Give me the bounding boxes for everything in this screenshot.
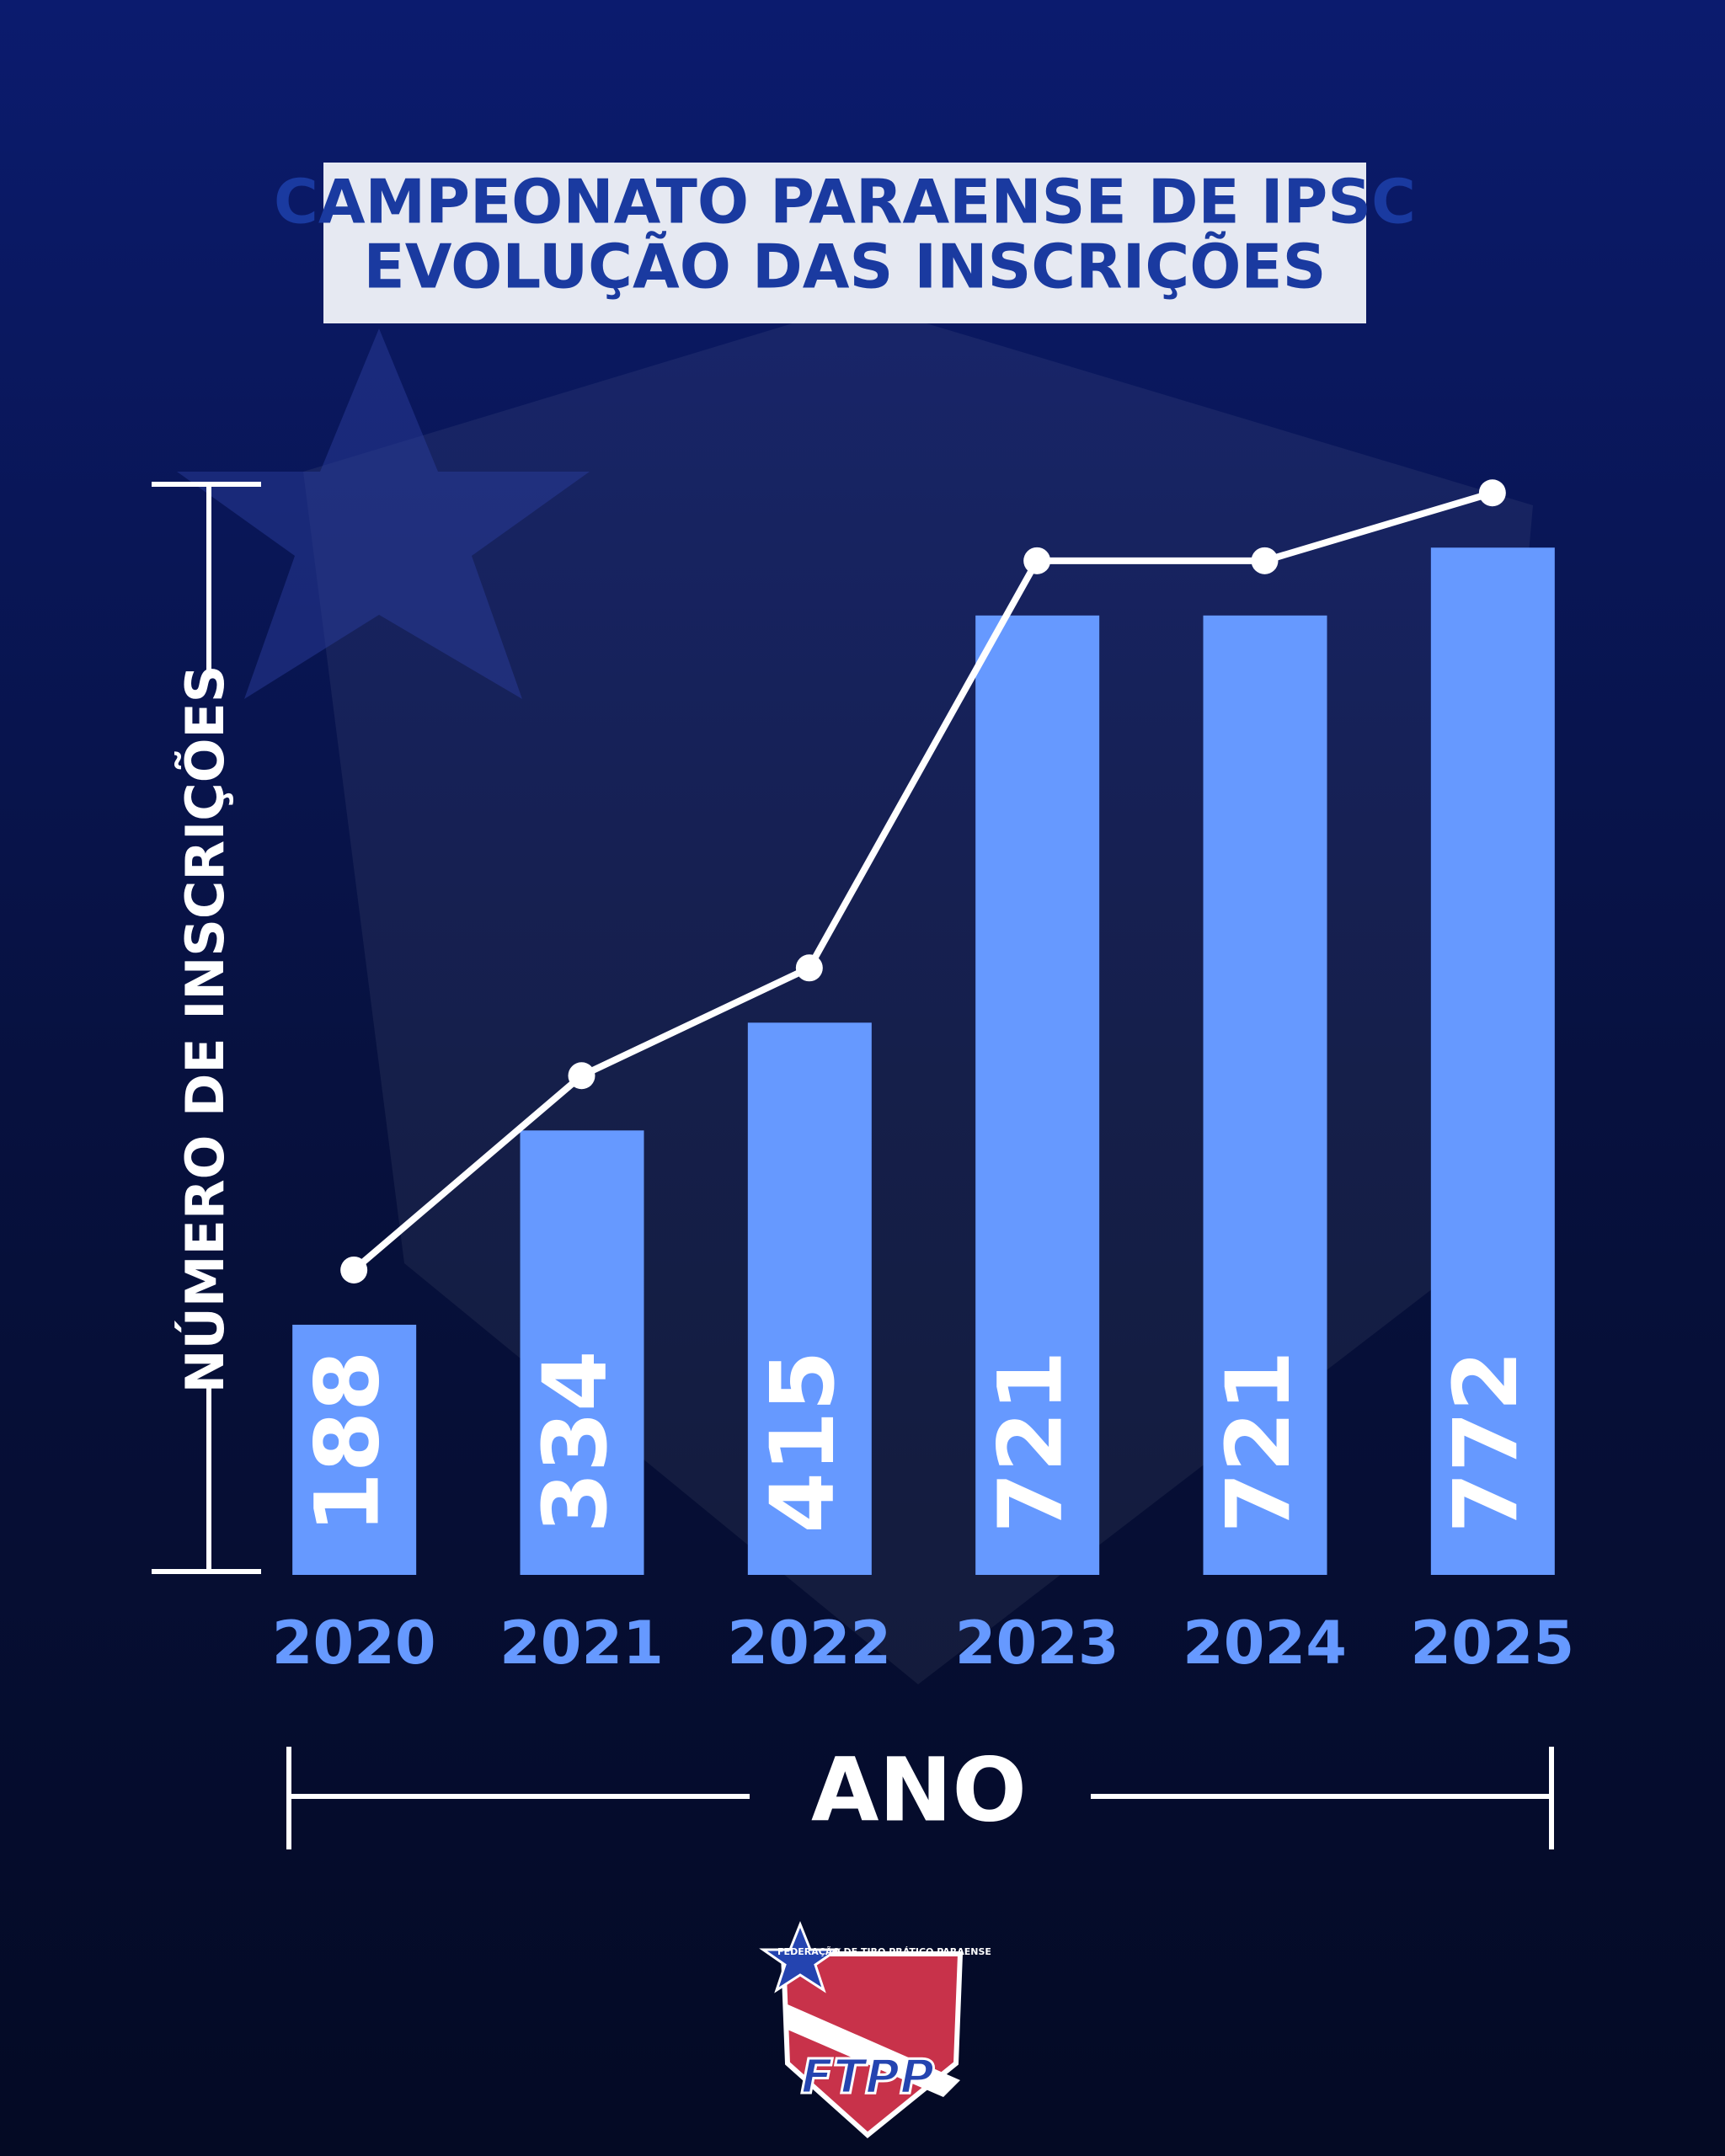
trend-point xyxy=(1023,547,1051,574)
logo-caption: FEDERAÇÃO DE TIRO PRÁTICO PARAENSE xyxy=(777,1946,991,1957)
logo-text: FTPP xyxy=(801,2050,935,2105)
trend-line xyxy=(351,489,1493,1273)
x-tick-label: 2023 xyxy=(955,1609,1119,1678)
bar xyxy=(975,615,1100,1575)
x-bracket xyxy=(286,1747,1554,1849)
trend-point xyxy=(1478,479,1506,507)
bar xyxy=(1430,547,1555,1575)
value-label: 415 xyxy=(751,1350,854,1533)
value-label: 721 xyxy=(1207,1350,1310,1533)
value-label: 721 xyxy=(979,1350,1081,1533)
title-box xyxy=(323,163,1366,323)
bar xyxy=(292,1324,417,1575)
x-tick-label: 2021 xyxy=(499,1609,664,1678)
trend-point xyxy=(1251,547,1279,574)
x-axis-label: ANO xyxy=(811,1738,1027,1841)
x-tick-label: 2025 xyxy=(1410,1609,1574,1678)
y-bracket xyxy=(152,482,261,1574)
value-label: 772 xyxy=(1434,1350,1537,1533)
x-tick-label: 2022 xyxy=(727,1609,891,1678)
bar xyxy=(747,1022,872,1575)
value-label: 334 xyxy=(524,1350,627,1533)
watermark-star xyxy=(177,328,590,699)
logo: FEDERAÇÃO DE TIRO PRÁTICO PARAENSE FTPP xyxy=(759,1920,991,2138)
chart-title: CAMPEONATO PARAENSE DE IPSC xyxy=(274,167,1416,237)
value-label: 188 xyxy=(296,1350,398,1533)
trend-point xyxy=(795,954,823,982)
trend-point xyxy=(568,1062,595,1090)
bar xyxy=(520,1130,644,1575)
x-tick-label: 2020 xyxy=(272,1609,436,1678)
chart-subtitle: EVOLUÇÃO DAS INSCRIÇÕES xyxy=(364,232,1327,302)
bar xyxy=(1203,615,1327,1575)
trend-point xyxy=(340,1256,368,1283)
y-axis-label: NÚMERO DE INSCRIÇÕES xyxy=(174,665,236,1394)
x-tick-label: 2024 xyxy=(1183,1609,1347,1678)
